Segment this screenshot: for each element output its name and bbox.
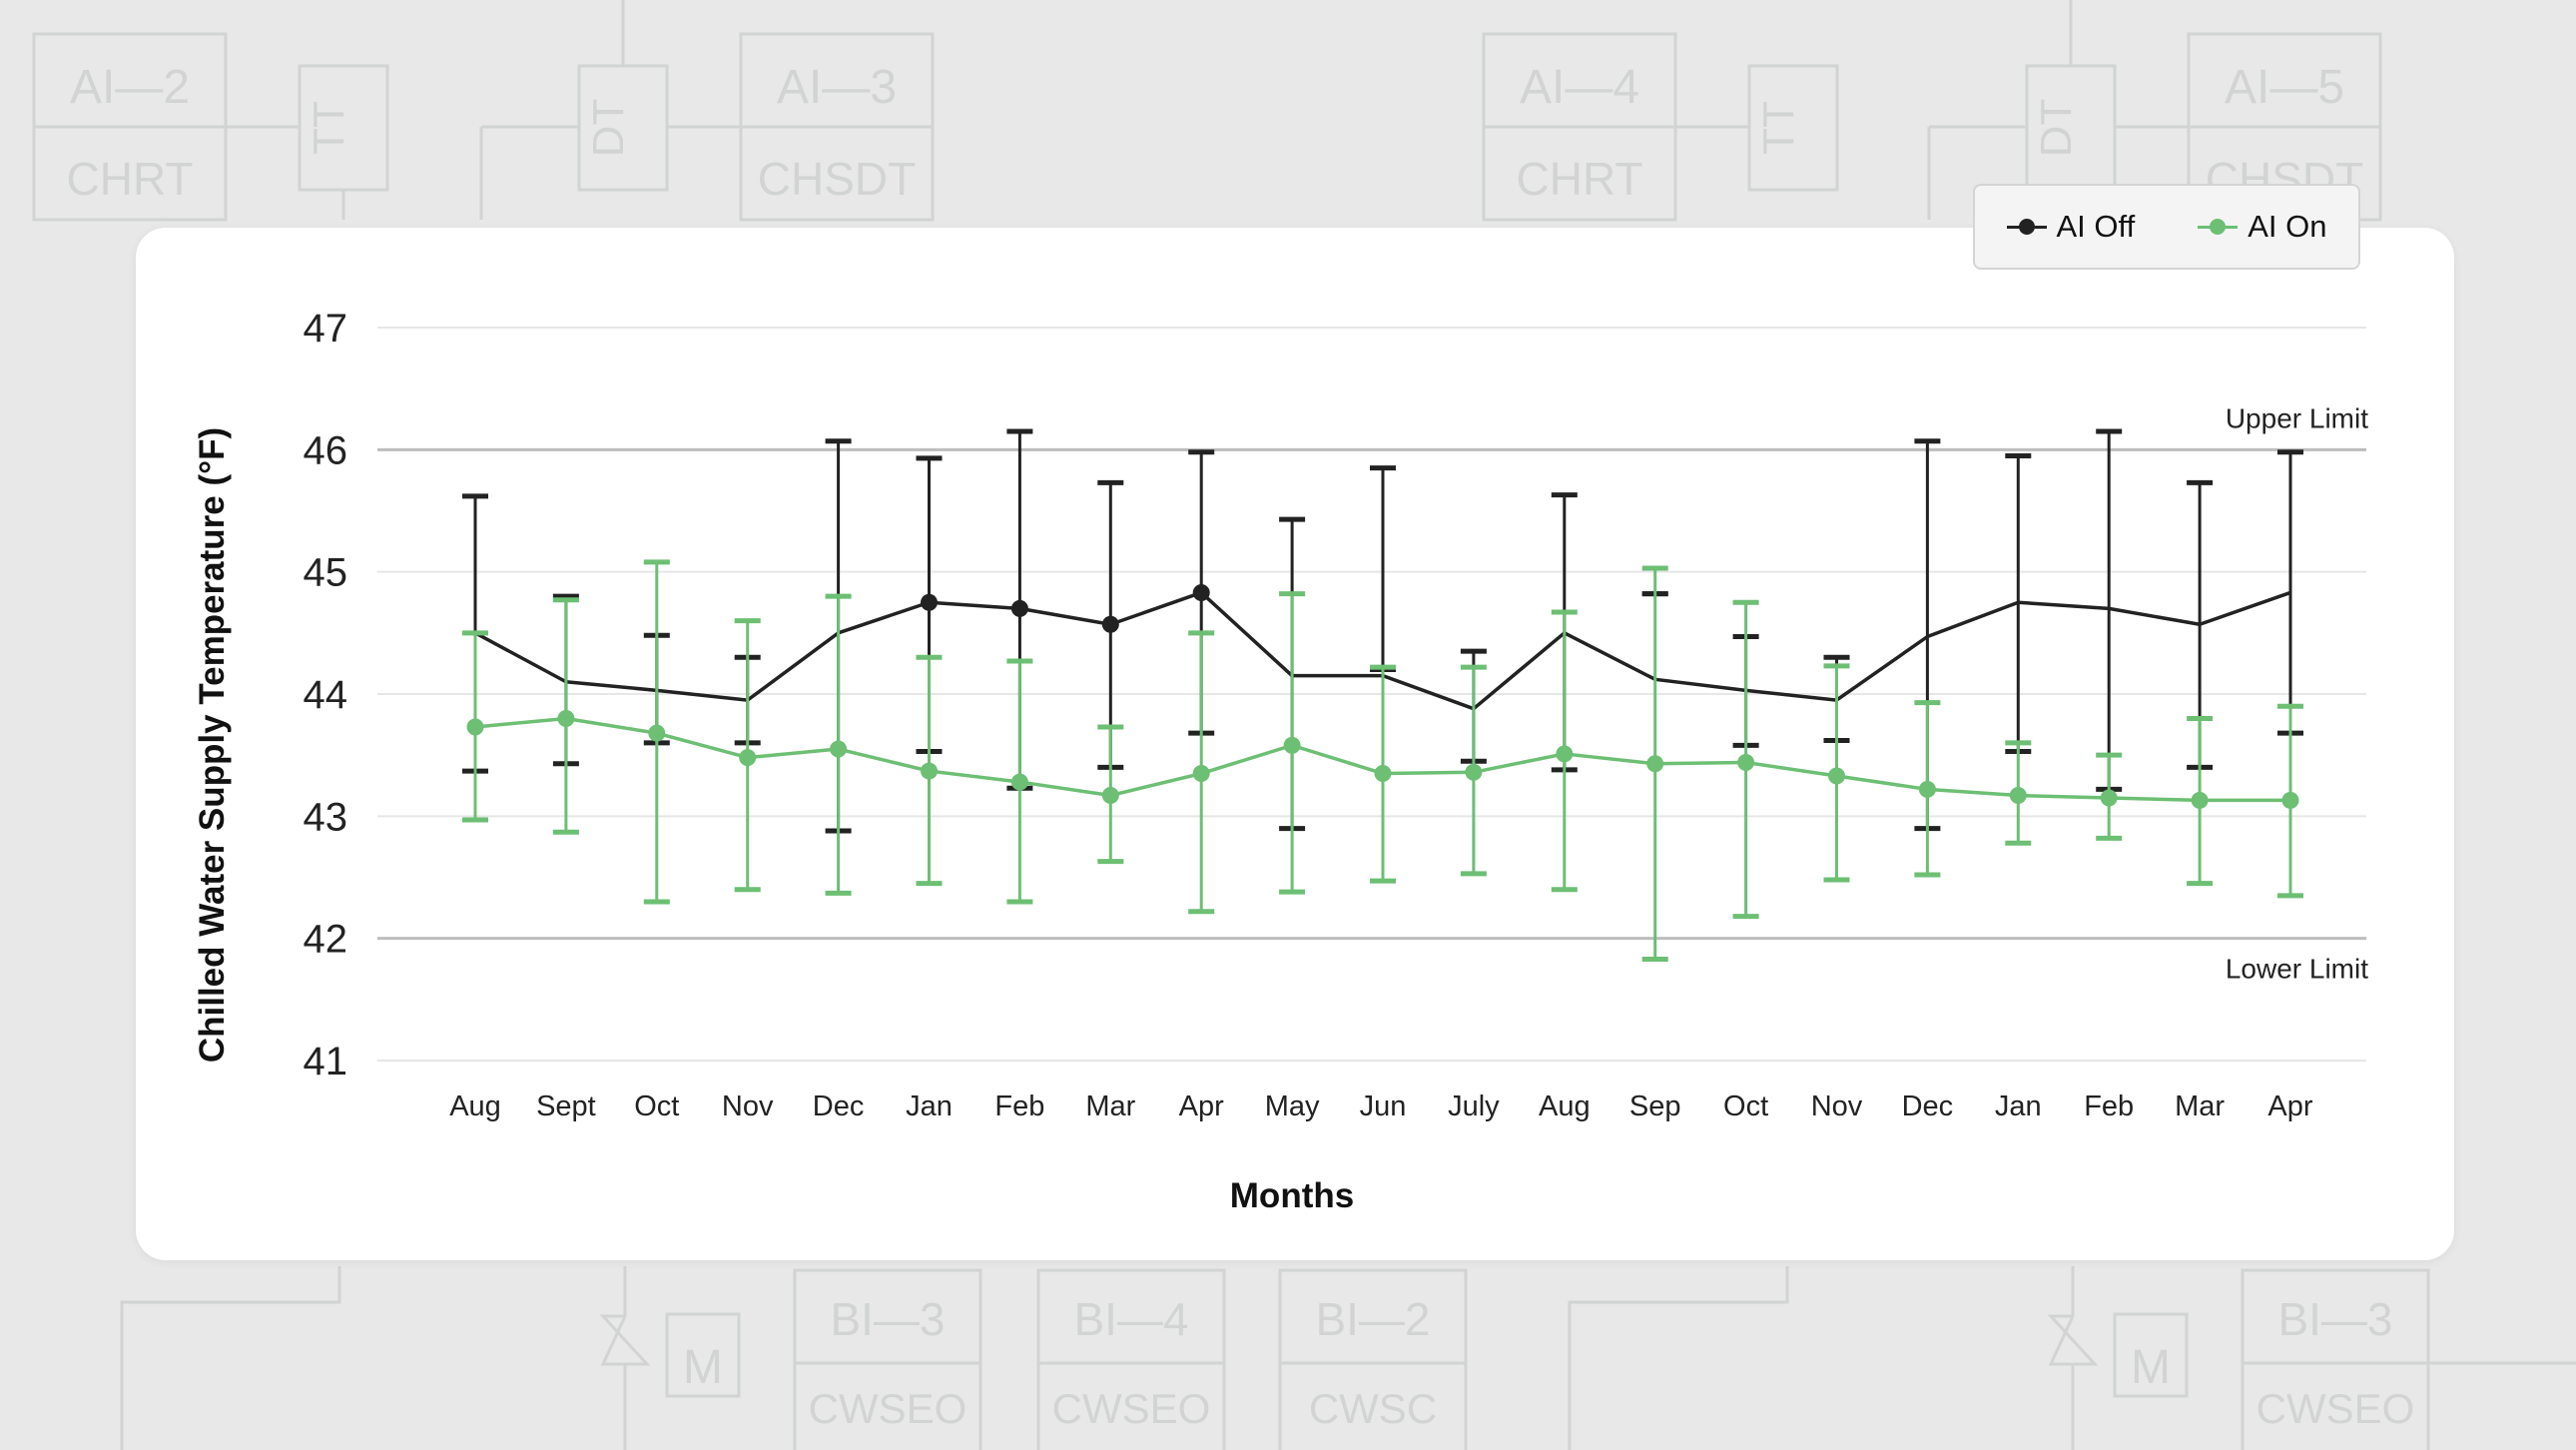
gridlines bbox=[377, 327, 2366, 1062]
bg-label: CWSC bbox=[1309, 1385, 1437, 1432]
data-point-ai-on bbox=[2191, 791, 2209, 809]
legend-marker-ai-on bbox=[2198, 217, 2239, 237]
bg-label: TT bbox=[305, 101, 353, 155]
y-axis-ticks: 41 42 43 44 45 46 47 bbox=[304, 307, 348, 1084]
x-tick-label: Dec bbox=[813, 1090, 865, 1122]
x-tick-label: Oct bbox=[1723, 1090, 1768, 1122]
legend-item-ai-on[interactable]: AI On bbox=[2198, 209, 2326, 245]
bg-label: AI—4 bbox=[1520, 61, 1639, 114]
bg-label: AI—3 bbox=[777, 61, 897, 114]
legend-marker-ai-off bbox=[2006, 217, 2047, 237]
x-tick-label: Sept bbox=[536, 1090, 596, 1122]
x-tick-label: Mar bbox=[1085, 1090, 1135, 1122]
bg-label: TT bbox=[1754, 101, 1803, 155]
data-point-ai-on bbox=[1192, 765, 1210, 783]
data-point-ai-on bbox=[1737, 754, 1755, 772]
data-point-ai-on bbox=[1101, 787, 1119, 805]
schematic-block-bottom-right: M BI—3 CWSEO bbox=[1568, 1266, 2576, 1450]
data-point-ai-on bbox=[1465, 763, 1483, 781]
data-point-ai-on bbox=[921, 762, 938, 780]
x-tick-label: Feb bbox=[2084, 1090, 2134, 1122]
data-point-ai-on bbox=[1010, 773, 1028, 791]
reference-lines: Upper Limit Lower Limit bbox=[2226, 402, 2368, 984]
bg-label: CWSEO bbox=[2256, 1385, 2415, 1432]
bg-label: BI—3 bbox=[830, 1293, 945, 1345]
bg-label: CHRT bbox=[67, 153, 194, 205]
x-tick-label: Feb bbox=[994, 1090, 1044, 1122]
y-tick-label: 42 bbox=[304, 918, 348, 962]
x-tick-label: Oct bbox=[634, 1090, 679, 1122]
y-tick-label: 47 bbox=[304, 307, 348, 351]
bg-label: BI—2 bbox=[1315, 1293, 1430, 1345]
x-tick-label: Jun bbox=[1360, 1090, 1407, 1122]
bg-label: AI—5 bbox=[2225, 61, 2344, 114]
schematic-block-top-left: AI—2 CHRT TT DT AI—3 CHSDT bbox=[32, 0, 935, 222]
bg-label: BI—3 bbox=[2277, 1293, 2392, 1345]
data-point-ai-on bbox=[1283, 736, 1301, 754]
x-tick-label: Apr bbox=[1179, 1090, 1224, 1122]
legend: AI Off AI On bbox=[1973, 184, 2360, 270]
bg-label: M bbox=[683, 1341, 723, 1394]
y-tick-label: 44 bbox=[304, 673, 348, 717]
data-point-ai-on bbox=[830, 740, 848, 758]
data-point-ai-on bbox=[557, 709, 575, 727]
x-tick-label: Apr bbox=[2267, 1090, 2312, 1122]
data-point-ai-on bbox=[2100, 789, 2118, 807]
x-tick-label: Nov bbox=[722, 1090, 774, 1122]
bg-label: DT bbox=[584, 99, 633, 158]
data-point-ai-off bbox=[1192, 583, 1210, 601]
y-axis-title: Chilled Water Supply Temperature (°F) bbox=[193, 427, 232, 1063]
x-axis-title: Months bbox=[1230, 1176, 1354, 1215]
series-layer bbox=[462, 428, 2303, 962]
data-point-ai-off bbox=[921, 593, 938, 611]
y-tick-label: 43 bbox=[304, 795, 348, 839]
x-tick-label: Jan bbox=[906, 1090, 953, 1122]
data-point-ai-on bbox=[1646, 755, 1664, 773]
bg-label: DT bbox=[2032, 99, 2081, 158]
x-tick-label: Dec bbox=[1902, 1090, 1954, 1122]
bg-label: CWSEO bbox=[809, 1385, 967, 1432]
bg-label: CHRT bbox=[1517, 153, 1643, 205]
y-tick-label: 46 bbox=[304, 428, 348, 472]
y-tick-label: 45 bbox=[304, 551, 348, 595]
series-ai-on bbox=[462, 559, 2303, 962]
data-point-ai-on bbox=[1828, 767, 1845, 785]
legend-item-ai-off[interactable]: AI Off bbox=[2006, 209, 2136, 245]
x-tick-label: Aug bbox=[1539, 1090, 1591, 1122]
data-point-ai-off bbox=[1101, 615, 1119, 633]
bg-label: M bbox=[2131, 1341, 2171, 1394]
data-point-ai-on bbox=[1918, 780, 1936, 798]
x-tick-label: Sep bbox=[1629, 1090, 1681, 1122]
data-point-ai-on bbox=[1374, 765, 1392, 783]
bg-label: BI—4 bbox=[1073, 1293, 1188, 1345]
bg-label: CWSEO bbox=[1052, 1385, 1211, 1432]
x-tick-label: May bbox=[1265, 1090, 1320, 1122]
data-point-ai-on bbox=[466, 718, 484, 736]
data-point-ai-on bbox=[2009, 787, 2027, 805]
legend-label-ai-on: AI On bbox=[2248, 209, 2327, 244]
x-tick-label: July bbox=[1448, 1090, 1500, 1122]
schematic-block-bottom-left: M BI—3 CWSEO BI—4 CWSEO BI—2 CWSC bbox=[120, 1266, 1468, 1450]
legend-label-ai-off: AI Off bbox=[2056, 209, 2136, 244]
data-point-ai-on bbox=[739, 749, 757, 767]
data-point-ai-on bbox=[648, 724, 666, 742]
upper-limit-label: Upper Limit bbox=[2226, 402, 2368, 433]
data-point-ai-on bbox=[2281, 791, 2299, 809]
lower-limit-label: Lower Limit bbox=[2226, 954, 2368, 985]
x-tick-label: Aug bbox=[449, 1090, 501, 1122]
x-tick-label: Mar bbox=[2175, 1090, 2225, 1122]
x-axis-ticks: Aug Sept Oct Nov Dec Jan Feb Mar Apr May Jun July Au… bbox=[449, 1090, 2313, 1122]
x-tick-label: Nov bbox=[1811, 1090, 1863, 1122]
bg-label: AI—2 bbox=[70, 61, 190, 114]
bg-label: CHSDT bbox=[758, 153, 916, 205]
y-tick-label: 41 bbox=[304, 1040, 348, 1084]
x-tick-label: Jan bbox=[1995, 1090, 2042, 1122]
data-point-ai-off bbox=[1010, 599, 1028, 617]
data-point-ai-on bbox=[1556, 745, 1574, 763]
